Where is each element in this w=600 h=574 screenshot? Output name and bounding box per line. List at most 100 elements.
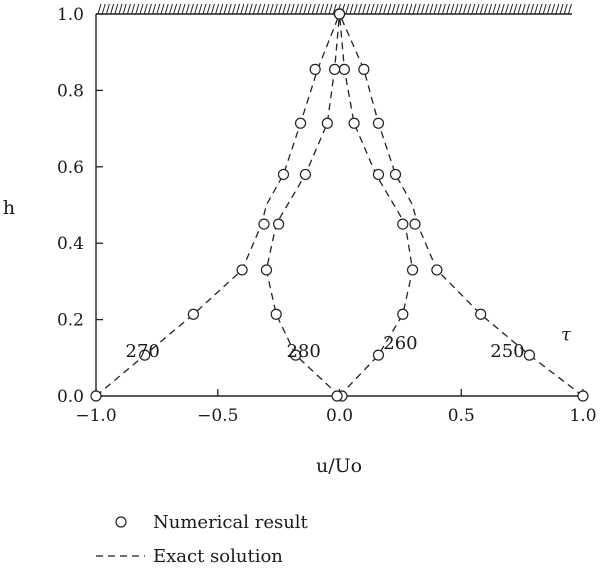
numerical-point-270 xyxy=(294,117,307,129)
wall-hatch xyxy=(202,3,207,15)
wall-hatch xyxy=(152,3,157,15)
wall-hatch xyxy=(546,3,551,15)
wall-hatch xyxy=(198,3,203,15)
wall-hatch xyxy=(219,3,224,15)
numerical-point-270 xyxy=(277,168,290,181)
y-tick-label: 1.0 xyxy=(57,5,84,25)
wall-hatch xyxy=(446,3,451,15)
wall-hatch xyxy=(366,3,371,15)
wall-hatch xyxy=(294,3,299,15)
wall-hatch xyxy=(210,3,215,15)
wall-hatch xyxy=(383,3,388,15)
wall-hatch xyxy=(181,3,186,15)
numerical-point-280 xyxy=(260,264,273,276)
wall-hatch xyxy=(110,3,115,15)
wall-hatch xyxy=(231,3,236,15)
wall-hatch xyxy=(416,3,421,15)
y-tick-label: 0.0 xyxy=(57,387,84,407)
y-axis-label: h xyxy=(3,197,15,219)
numerical-point-260 xyxy=(338,63,350,75)
wall-hatch xyxy=(160,3,165,15)
wall-hatch xyxy=(471,3,476,15)
wall-hatch xyxy=(244,3,249,15)
wall-hatch xyxy=(324,3,329,15)
y-ticks: 0.0 0.2 0.4 0.6 0.8 1.0 xyxy=(57,5,103,407)
wall-hatch xyxy=(496,3,501,15)
numerical-point-280 xyxy=(333,8,346,20)
wall-hatch xyxy=(189,3,194,15)
exact-curve-250 xyxy=(338,13,584,397)
wall-hatch xyxy=(206,3,211,15)
wall-hatch xyxy=(378,3,383,15)
wall-hatch xyxy=(236,3,241,15)
wall-hatch xyxy=(156,3,161,15)
x-tick-label: 1.0 xyxy=(569,406,596,426)
wall-hatch xyxy=(311,3,316,15)
wall-hatch xyxy=(114,3,119,15)
exact-curve-280 xyxy=(265,13,341,397)
curve-label-270: 270 xyxy=(126,341,160,362)
wall-hatch xyxy=(118,3,123,15)
wall-hatch xyxy=(168,3,173,15)
wall-hatch xyxy=(240,3,245,15)
wall-hatch xyxy=(135,3,140,15)
numerical-point-260 xyxy=(372,168,385,181)
wall-hatch xyxy=(538,3,543,15)
wall-hatch xyxy=(563,3,568,15)
wall-hatch xyxy=(282,3,287,15)
wall-hatch xyxy=(404,3,409,15)
wall-hatch xyxy=(290,3,295,15)
y-tick-label: 0.4 xyxy=(57,234,84,254)
curve-label-280: 280 xyxy=(286,341,320,362)
wall-hatch xyxy=(299,3,304,15)
wall-hatch xyxy=(509,3,514,15)
wall-hatch xyxy=(131,3,136,15)
wall-hatch xyxy=(387,3,392,15)
wall-hatch xyxy=(525,3,530,15)
wall-hatch xyxy=(492,3,497,15)
wall-hatch xyxy=(269,3,274,15)
wall-hatch xyxy=(454,3,459,15)
curve-labels: 250 260 270 280 xyxy=(126,333,525,362)
wall-hatch xyxy=(483,3,488,15)
wall-hatch xyxy=(542,3,547,15)
numerical-point-250 xyxy=(389,168,402,181)
numerical-point-280 xyxy=(329,63,341,75)
wall-hatch xyxy=(164,3,169,15)
wall-hatch xyxy=(521,3,526,15)
y-tick-label: 0.2 xyxy=(57,311,84,331)
wall-hatch xyxy=(252,3,257,15)
wall-hatch xyxy=(479,3,484,15)
numerical-point-250 xyxy=(577,390,589,402)
wall-hatch xyxy=(420,3,425,15)
curve-label-260: 260 xyxy=(383,333,417,354)
wall-hatch xyxy=(257,3,262,15)
numerical-point-280 xyxy=(331,390,343,402)
numerical-point-270 xyxy=(90,390,102,402)
wall-hatch xyxy=(462,3,467,15)
wall-hatch xyxy=(412,3,417,15)
wall-hatch xyxy=(101,3,106,15)
wall-hatch xyxy=(488,3,493,15)
wall-hatch xyxy=(307,3,312,15)
wall-hatch xyxy=(194,3,199,15)
numerical-point-280 xyxy=(270,308,282,320)
wall-hatch xyxy=(530,3,535,15)
wall-hatch xyxy=(504,3,509,15)
numerical-point-260 xyxy=(348,117,360,129)
wall-hatch xyxy=(303,3,308,15)
wall-hatch xyxy=(248,3,253,15)
numerical-result-markers xyxy=(90,8,589,402)
x-tick-label: −0.5 xyxy=(197,406,238,426)
numerical-point-260 xyxy=(397,308,409,320)
wall-hatch xyxy=(227,3,232,15)
wall-hatch xyxy=(513,3,518,15)
wall-hatch xyxy=(391,3,396,15)
legend-circle-marker xyxy=(115,516,127,528)
x-tick-label: 0.5 xyxy=(448,406,475,426)
legend: Numerical result Exact solution xyxy=(96,512,309,567)
legend-label-numerical: Numerical result xyxy=(153,512,309,533)
numerical-point-280 xyxy=(321,117,333,129)
wall-hatch xyxy=(370,3,375,15)
numerical-point-260 xyxy=(372,349,385,361)
